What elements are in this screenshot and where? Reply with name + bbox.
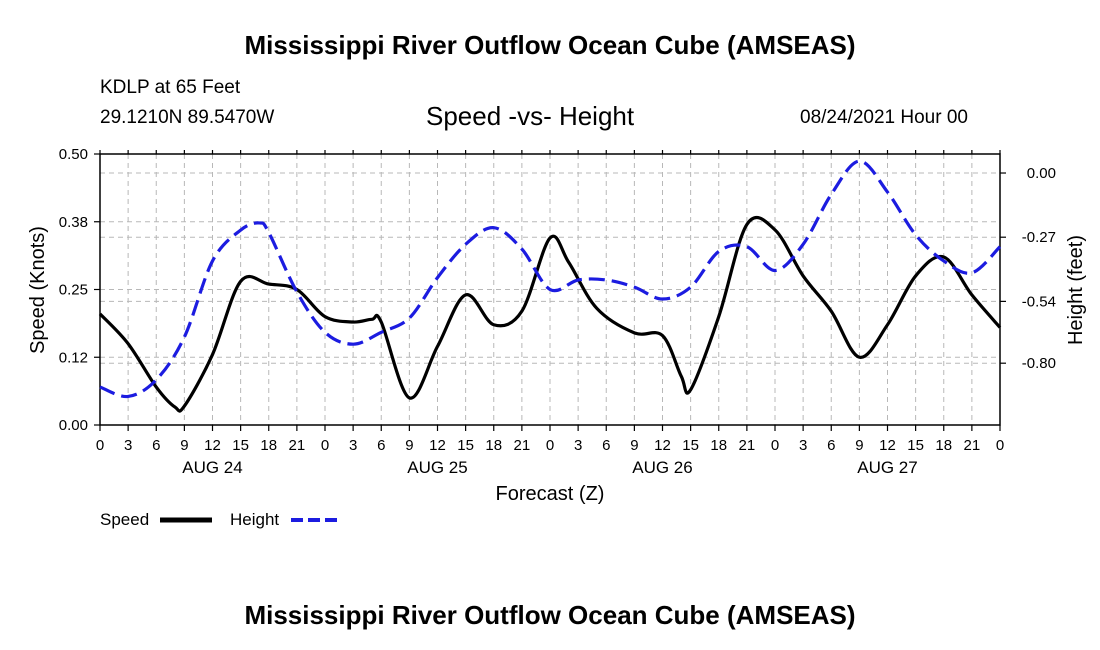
x-tick-label: 9 [180, 437, 188, 454]
day-label: AUG 24 [182, 458, 242, 477]
legend-height-label: Height [230, 510, 279, 529]
day-label: AUG 27 [857, 458, 917, 477]
x-tick-label: 12 [204, 437, 221, 454]
y2-tick-label: -0.80 [1022, 355, 1056, 372]
x-tick-label: 0 [546, 437, 554, 454]
x-tick-label: 21 [289, 437, 306, 454]
x-tick-label: 12 [429, 437, 446, 454]
coordinates-label: 29.1210N 89.5470W [100, 107, 275, 128]
x-tick-label: 18 [935, 437, 952, 454]
x-tick-label: 12 [879, 437, 896, 454]
legend: Speed Height [100, 510, 342, 529]
x-tick-label: 0 [996, 437, 1004, 454]
x-tick-label: 15 [907, 437, 924, 454]
y2-tick-label: -0.27 [1022, 229, 1056, 246]
chart-subtitle: Speed -vs- Height [426, 101, 635, 131]
y2-tick-label: 0.00 [1027, 165, 1056, 182]
y-tick-label: 0.25 [59, 282, 88, 299]
x-axis-ticks: 0 3 6 9 12 15 18 21 0 3 6 9 12 15 18 21 0 3 6 9 12 15 18 21 0 3 6 9… [96, 150, 1004, 454]
y-tick-label: 0.50 [59, 146, 88, 163]
x-tick-label: 15 [232, 437, 249, 454]
day-labels: AUG 24 AUG 25 AUG 26 AUG 27 [182, 458, 917, 477]
x-axis-label: Forecast (Z) [496, 483, 605, 505]
day-label: AUG 25 [407, 458, 467, 477]
x-tick-label: 0 [771, 437, 779, 454]
x-tick-label: 15 [457, 437, 474, 454]
y-tick-label: 0.12 [59, 349, 88, 366]
y-tick-label: 0.38 [59, 214, 88, 231]
y-axis-ticks: 0.00 0.12 0.25 0.38 0.50 [59, 146, 100, 434]
x-tick-label: 0 [321, 437, 329, 454]
x-tick-label: 18 [710, 437, 727, 454]
legend-speed-label: Speed [100, 510, 149, 529]
y2-tick-label: -0.54 [1022, 293, 1056, 310]
x-tick-label: 3 [349, 437, 357, 454]
x-tick-label: 18 [485, 437, 502, 454]
x-tick-label: 6 [827, 437, 835, 454]
series-line-speed [98, 215, 1002, 413]
station-label: KDLP at 65 Feet [100, 77, 241, 98]
x-tick-label: 18 [260, 437, 277, 454]
x-tick-label: 6 [377, 437, 385, 454]
series-lines [98, 159, 1002, 413]
x-tick-label: 3 [124, 437, 132, 454]
x-tick-label: 3 [574, 437, 582, 454]
x-tick-label: 21 [964, 437, 981, 454]
x-tick-label: 0 [96, 437, 104, 454]
day-label: AUG 26 [632, 458, 692, 477]
chart-footer-title: Mississippi River Outflow Ocean Cube (AM… [244, 600, 856, 630]
y2-axis-label: Height (feet) [1065, 235, 1087, 345]
x-tick-label: 9 [630, 437, 638, 454]
x-tick-label: 9 [405, 437, 413, 454]
x-tick-label: 21 [739, 437, 756, 454]
x-tick-label: 9 [855, 437, 863, 454]
y-axis-label: Speed (Knots) [27, 226, 49, 354]
x-tick-label: 6 [152, 437, 160, 454]
y2-axis-ticks: 0.00 -0.27 -0.54 -0.80 [1000, 165, 1056, 372]
chart-main-title: Mississippi River Outflow Ocean Cube (AM… [244, 30, 856, 60]
forecast-datestamp: 08/24/2021 Hour 00 [800, 107, 968, 128]
x-tick-label: 6 [602, 437, 610, 454]
x-tick-label: 15 [682, 437, 699, 454]
x-tick-label: 3 [799, 437, 807, 454]
x-tick-label: 21 [514, 437, 531, 454]
x-tick-label: 12 [654, 437, 671, 454]
y-tick-label: 0.00 [59, 417, 88, 434]
